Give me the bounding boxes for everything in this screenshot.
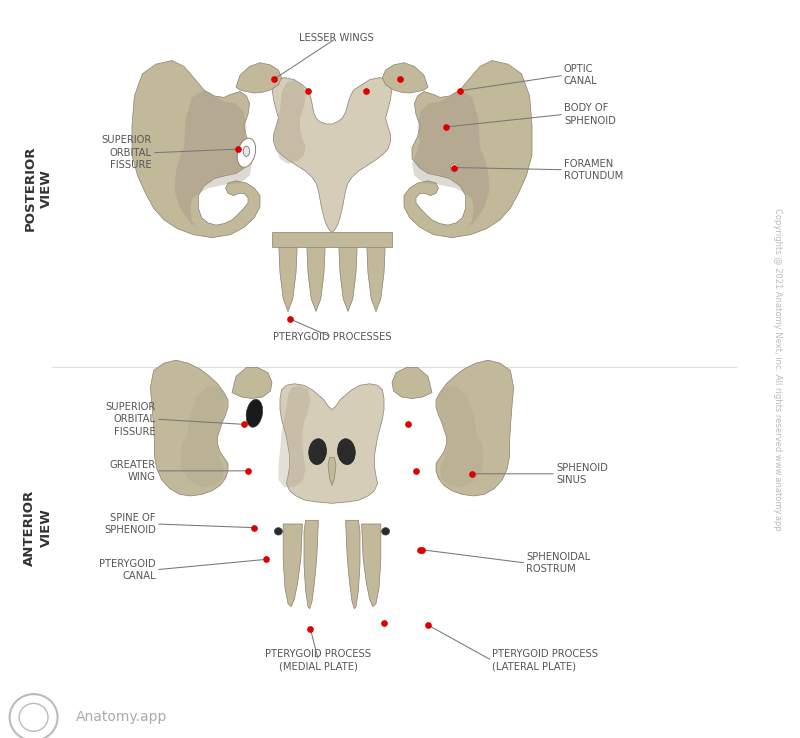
Polygon shape (412, 90, 490, 229)
Ellipse shape (246, 399, 262, 427)
Text: SPHENOIDAL
ROSTRUM: SPHENOIDAL ROSTRUM (526, 552, 590, 574)
Text: Copyrights @ 2021 Anatomy Next, inc. All rights reserved www.anatomy.app: Copyrights @ 2021 Anatomy Next, inc. All… (773, 207, 782, 531)
Ellipse shape (243, 146, 250, 156)
Polygon shape (174, 90, 252, 229)
Polygon shape (274, 80, 306, 164)
Polygon shape (306, 236, 326, 311)
Ellipse shape (338, 439, 355, 464)
Polygon shape (278, 385, 310, 487)
Text: PTERYGOID PROCESSES: PTERYGOID PROCESSES (273, 332, 391, 342)
Polygon shape (362, 524, 381, 607)
Text: PTERYGOID PROCESS
(LATERAL PLATE): PTERYGOID PROCESS (LATERAL PLATE) (492, 649, 598, 672)
Polygon shape (304, 520, 318, 609)
Polygon shape (346, 520, 360, 609)
Text: GREATER
WING: GREATER WING (110, 460, 156, 482)
Polygon shape (436, 360, 514, 496)
Polygon shape (404, 61, 532, 238)
Polygon shape (132, 61, 260, 238)
Text: POSTERIOR
VIEW: POSTERIOR VIEW (23, 145, 54, 231)
Polygon shape (338, 236, 358, 311)
Polygon shape (366, 236, 386, 311)
Text: LESSER WINGS: LESSER WINGS (298, 33, 374, 44)
Text: SPINE OF
SPHENOID: SPINE OF SPHENOID (104, 513, 156, 535)
Text: PTERYGOID PROCESS
(MEDIAL PLATE): PTERYGOID PROCESS (MEDIAL PLATE) (266, 649, 371, 672)
Ellipse shape (309, 439, 326, 464)
Polygon shape (283, 524, 302, 607)
Polygon shape (392, 368, 432, 399)
Polygon shape (278, 236, 298, 311)
Text: OPTIC
CANAL: OPTIC CANAL (564, 64, 598, 86)
Ellipse shape (382, 528, 390, 535)
Text: ANTERIOR
VIEW: ANTERIOR VIEW (23, 489, 54, 566)
Text: BODY OF
SPHENOID: BODY OF SPHENOID (564, 103, 616, 125)
Ellipse shape (237, 138, 256, 168)
Polygon shape (150, 360, 228, 496)
Polygon shape (280, 384, 384, 503)
Polygon shape (232, 368, 272, 399)
Ellipse shape (450, 164, 458, 171)
Polygon shape (272, 77, 392, 232)
Text: FORAMEN
ROTUNDUM: FORAMEN ROTUNDUM (564, 159, 623, 181)
Polygon shape (236, 63, 282, 93)
Text: SUPERIOR
ORBITAL
FISSURE: SUPERIOR ORBITAL FISSURE (102, 135, 152, 170)
Polygon shape (272, 232, 392, 247)
Polygon shape (180, 385, 226, 487)
Text: Anatomy.app: Anatomy.app (76, 711, 167, 724)
Ellipse shape (274, 528, 282, 535)
Text: SUPERIOR
ORBITAL
FISSURE: SUPERIOR ORBITAL FISSURE (106, 401, 156, 437)
Text: PTERYGOID
CANAL: PTERYGOID CANAL (99, 559, 156, 581)
Polygon shape (438, 385, 484, 487)
Polygon shape (328, 458, 336, 486)
Polygon shape (382, 63, 428, 93)
Text: SPHENOID
SINUS: SPHENOID SINUS (556, 463, 608, 485)
